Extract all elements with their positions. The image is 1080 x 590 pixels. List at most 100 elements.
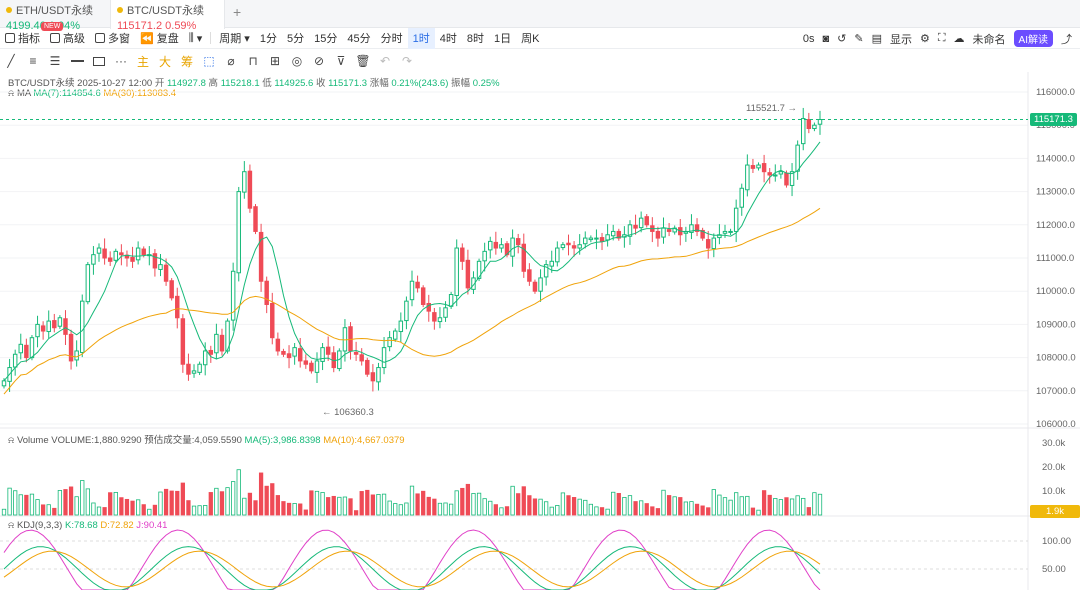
candle-body (258, 231, 264, 282)
ai-analysis-button[interactable]: AI解读 (1013, 30, 1053, 47)
hline-tool-icon[interactable]: ≡ (29, 54, 37, 68)
interval-1w[interactable]: 周K (521, 33, 540, 45)
volume-axis-label: 20.0k (1042, 462, 1065, 473)
volume-bar (437, 502, 443, 516)
chips-tool[interactable]: 筹 (180, 54, 193, 69)
period-label: 周期 (219, 33, 242, 45)
candle-body (297, 348, 303, 362)
visibility-tool-icon[interactable]: ◎ (291, 54, 303, 68)
tab-eth[interactable]: ETH/USDT永续 4199.46 1.04% NEW (0, 0, 108, 32)
volume-value: VOLUME:1,880.9290 (51, 435, 142, 446)
interval-5m[interactable]: 5分 (286, 33, 305, 45)
volume-bar (532, 498, 538, 516)
tab-btc-symbol: BTC/USDT永续 (127, 5, 204, 17)
trendline-tool-icon[interactable]: ╱ (7, 54, 15, 68)
candle-body (610, 230, 616, 237)
ruler-tool-icon[interactable]: ⌀ (227, 54, 235, 68)
edit-icon[interactable]: ✎ (854, 33, 864, 45)
cursor-tool-icon[interactable]: ⬚ (203, 54, 215, 68)
candle-body (398, 320, 404, 333)
volume-bar (46, 504, 51, 516)
trash-tool-icon[interactable]: 🗑 (355, 54, 371, 68)
candle-body (560, 244, 566, 249)
undo-icon[interactable]: ↺ (837, 33, 847, 45)
candle-body (784, 172, 789, 186)
volume-bar (700, 505, 705, 516)
candle-body (57, 317, 63, 327)
volume-bar (672, 496, 677, 516)
add-tab-icon[interactable]: + (233, 4, 242, 20)
volume-bar (108, 492, 113, 516)
volume-bar (476, 492, 482, 516)
candle-body (102, 248, 107, 259)
volume-bar (169, 490, 174, 516)
candle-body (247, 170, 253, 209)
lock-tool-icon[interactable]: ⊞ (269, 54, 281, 68)
bell-icon[interactable]: ⍾ (8, 520, 15, 531)
share-icon[interactable]: ⤴ (1061, 33, 1072, 46)
interval-45m[interactable]: 45分 (347, 33, 371, 45)
main-force-tool[interactable]: 主 (136, 54, 149, 69)
fullscreen-icon[interactable]: ⛶ (937, 32, 946, 44)
volume-bar (303, 509, 308, 516)
kdj-j-line (3, 529, 821, 590)
open-label: 开 (154, 78, 165, 89)
candle-body (230, 270, 236, 321)
volume-bar (309, 490, 314, 516)
candle-body (566, 242, 571, 246)
volume-bar (432, 498, 437, 516)
magnet-tool-icon[interactable]: ⊓ (248, 54, 258, 68)
replay-button[interactable]: ⏪ 复盘 (135, 28, 184, 49)
interval-8h[interactable]: 8时 (466, 33, 484, 45)
chart-type-button[interactable]: ⫼ ▾ (184, 28, 208, 49)
indicator-label: 指标 (18, 33, 40, 45)
interval-1d[interactable]: 1日 (493, 33, 512, 45)
interval-15m[interactable]: 15分 (314, 33, 338, 45)
channel-tool-icon[interactable]: ☰ (49, 54, 61, 68)
volume-bar (152, 504, 158, 516)
candle-body (74, 350, 79, 361)
multi-window-button[interactable]: 多窗 (90, 28, 135, 49)
display-button[interactable]: 显示 (889, 33, 912, 46)
bell-icon[interactable]: ⍾ (8, 88, 15, 99)
filter-tool-icon[interactable]: ⊽ (336, 54, 346, 68)
indicator-icon (5, 33, 15, 43)
chart-canvas[interactable]: 116000.0115000.0114000.0113000.0112000.0… (0, 72, 1080, 590)
link-tool-icon[interactable]: ⊘ (313, 54, 325, 68)
indicator-button[interactable]: 指标 (0, 28, 45, 49)
settings-icon[interactable]: ▤ (871, 33, 882, 45)
volume-bar (650, 506, 655, 516)
candle-body (594, 237, 599, 240)
interval-1m[interactable]: 1分 (259, 33, 277, 45)
more-tools-icon[interactable]: ··· (115, 54, 127, 68)
advanced-button[interactable]: 高级 (45, 28, 90, 49)
interval-4h[interactable]: 4时 (439, 33, 457, 45)
rect-tool-icon[interactable] (88, 50, 110, 72)
tab-btc[interactable]: BTC/USDT永续 115171.2 0.59% (110, 0, 225, 32)
volume-bar (381, 493, 387, 516)
volume-bar (639, 500, 644, 516)
volume-bar (96, 506, 102, 516)
volume-bar (136, 499, 141, 516)
candle-body (376, 367, 381, 383)
gear-icon[interactable]: ⚙ (919, 33, 930, 45)
countdown: 0s (802, 32, 815, 45)
period-button[interactable]: 周期 ▾ (214, 28, 255, 49)
big-order-tool[interactable]: 大 (158, 54, 171, 69)
candle-body (219, 334, 225, 352)
candle-body (527, 269, 532, 282)
layout-name-button[interactable]: 未命名 (972, 33, 1006, 46)
camera-icon[interactable]: ◙ (822, 32, 830, 45)
interval-timeline[interactable]: 分时 (380, 33, 403, 45)
candle-body (370, 372, 376, 382)
volume-bar (655, 508, 661, 516)
volume-bar (40, 504, 46, 516)
close-label: 收 (315, 78, 326, 89)
bell-icon[interactable]: ⍾ (8, 435, 15, 446)
interval-1h[interactable]: 1时 (407, 27, 435, 49)
ray-tool-icon[interactable] (66, 50, 88, 72)
volume-bar (275, 495, 280, 516)
undo-draw-icon[interactable]: ↶ (379, 54, 391, 68)
volume-bar (147, 508, 152, 516)
redo-draw-icon[interactable]: ↷ (401, 54, 413, 68)
